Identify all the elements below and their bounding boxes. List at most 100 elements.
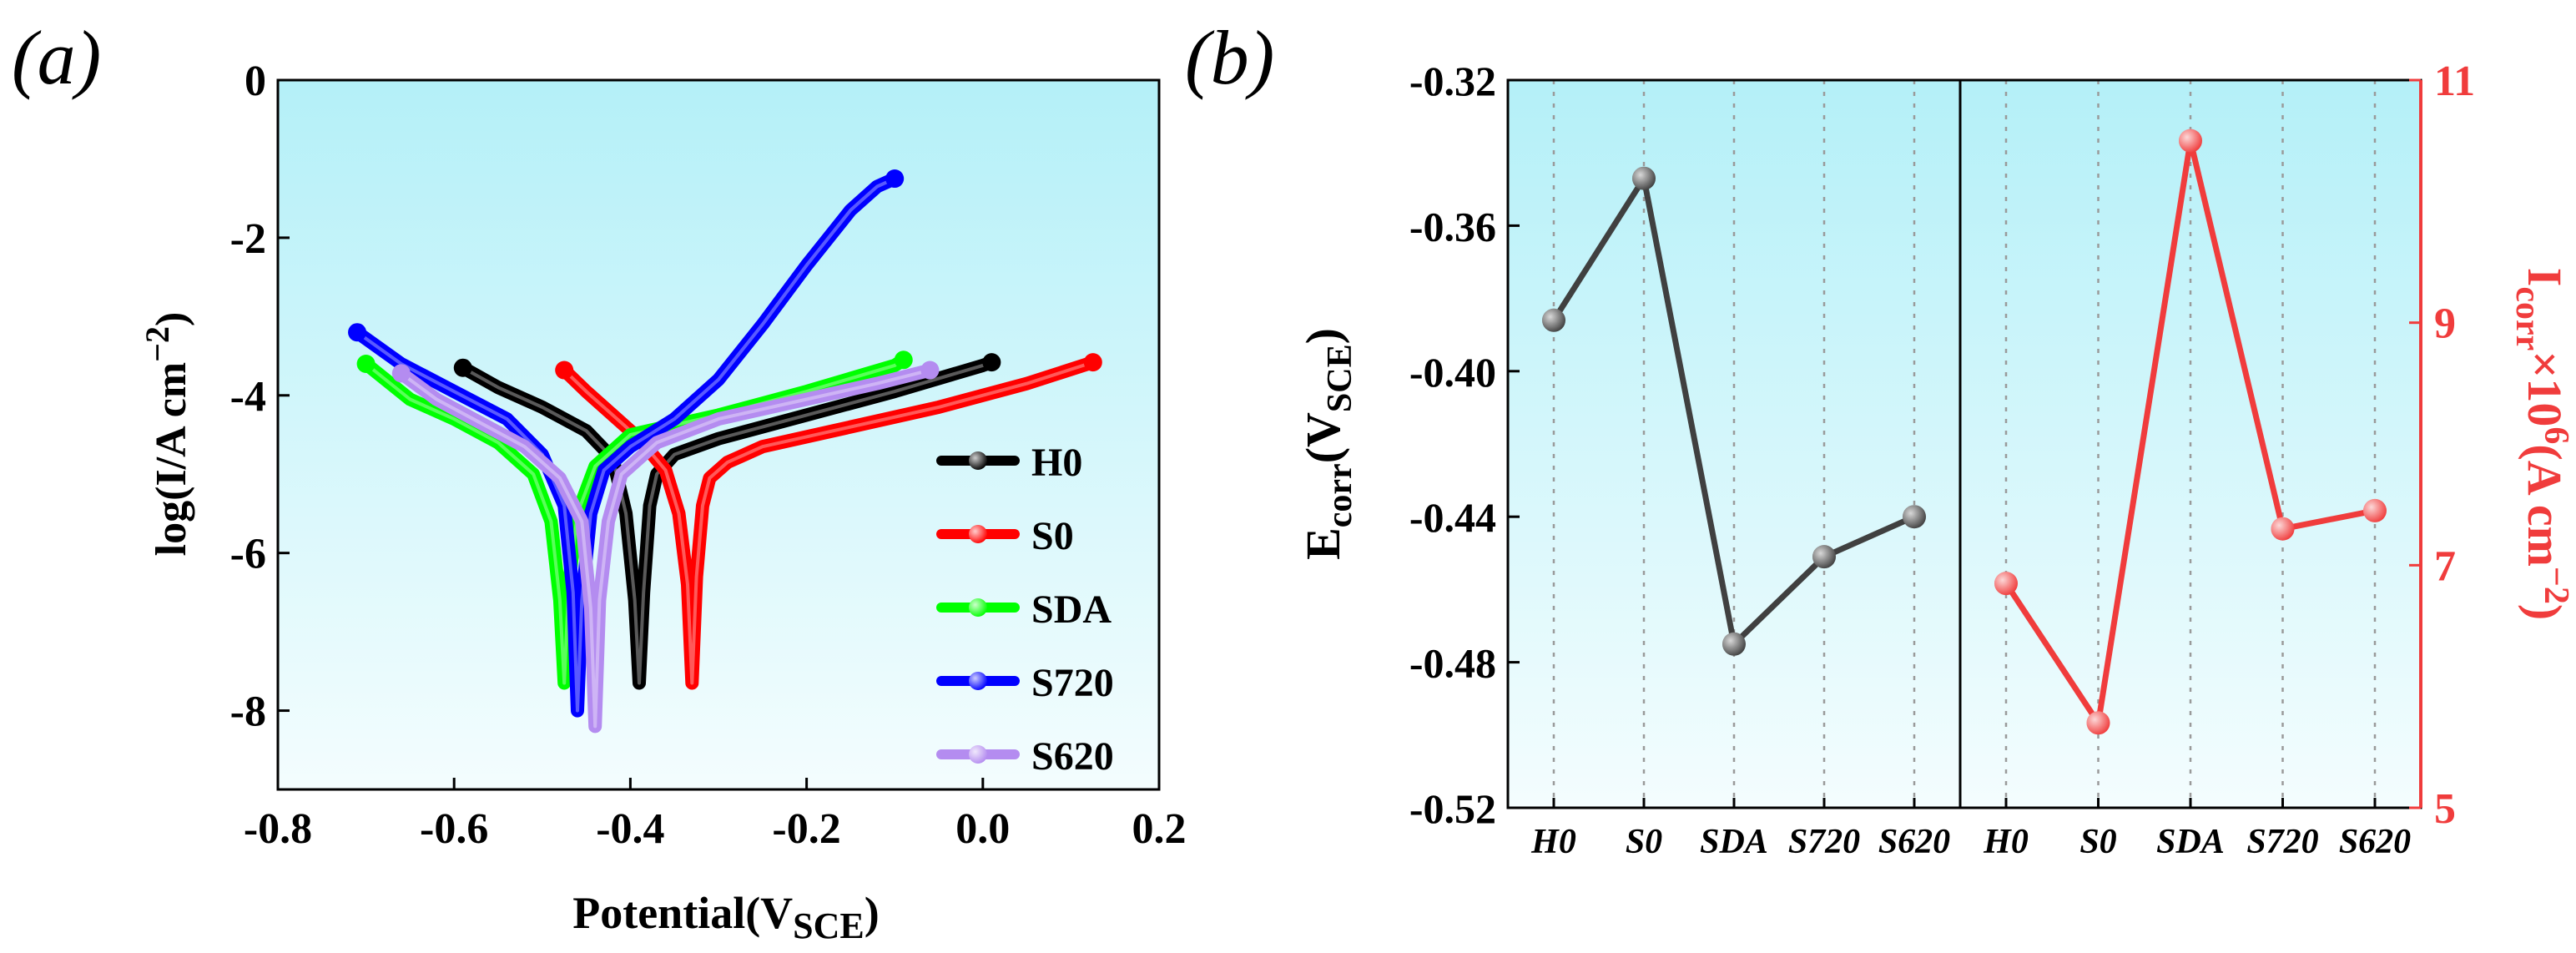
category-label-SDA: SDA: [1700, 823, 1768, 861]
panel-a-y-tick-label: -8: [230, 688, 266, 736]
series-highlight-H0: [461, 361, 993, 685]
panel-b-left-label-close: ): [1296, 328, 1350, 344]
panel-a-y-tick-label: -6: [230, 531, 266, 578]
point-shine-Ecorr-S620: [1903, 505, 1926, 529]
panel-b-left-label-sub1: corr: [1321, 463, 1359, 527]
panel-b-right-label-close: ): [2518, 604, 2572, 620]
point-shine-Icorr-H0: [1994, 572, 2018, 596]
panel-b-right-tick-label: 7: [2434, 542, 2456, 590]
panel-b-left-label-sub2: SCE: [1321, 344, 1359, 412]
series-S720: [348, 169, 905, 718]
panel-b-left-tick-label: -0.32: [1409, 58, 1496, 104]
series-highlight-S620: [400, 368, 930, 729]
panel-a-ylabel-close: ): [148, 312, 195, 326]
panel-b-right-tick-label: 11: [2434, 58, 2475, 105]
panel-a-ylabel-main: log(I/A cm: [148, 362, 195, 557]
point-shine-Ecorr-S0: [1632, 166, 1656, 190]
panel-a-x-tick-label: -0.8: [244, 805, 312, 853]
category-label-S720: S720: [1788, 823, 1860, 861]
panel-b-right-label-sup1: 6: [2537, 426, 2575, 444]
panel-b-right-label-sup2: −2: [2537, 567, 2575, 604]
series-highlight-S720: [355, 177, 896, 713]
series-S620: [391, 361, 940, 734]
series-Ecorr: [1542, 166, 1926, 656]
category-label-SDA: SDA: [2156, 823, 2225, 861]
panel-b-right-label-main: I: [2518, 268, 2572, 287]
panel-b-label: (b): [1185, 15, 1274, 100]
series-endpoint-S620: [391, 364, 411, 383]
panel-a: (a) -0.8 -0.6 -0.4 -0.2 0.0 0.2 0 -2 -4 -6 -8 H0 S…: [12, 15, 1187, 946]
panel-b-right-label-mid2: (A cm: [2518, 444, 2572, 567]
series-endpoint-S0: [1083, 353, 1102, 372]
series-endpoint-H0: [453, 358, 472, 377]
legend-label-S620: S620: [1031, 734, 1114, 779]
panel-b-grid: [1552, 80, 2377, 808]
point-shine-Icorr-SDA: [2179, 129, 2202, 153]
panel-a-label: (a): [12, 15, 101, 100]
legend-label-SDA: SDA: [1031, 587, 1112, 632]
series-line-S720: [350, 172, 902, 718]
panel-a-y-tick-label: -2: [230, 215, 266, 263]
series-endpoint-S620: [920, 361, 940, 380]
category-label-S620: S620: [2339, 823, 2411, 861]
point-shine-Ecorr-H0: [1542, 308, 1565, 332]
point-shine-Ecorr-S720: [1812, 545, 1836, 569]
panel-a-frame: [276, 78, 1161, 791]
series-line-H0: [456, 355, 999, 690]
panel-b-left-axis-title: Ecorr(VSCE): [1296, 328, 1359, 560]
legend-label-S0: S0: [1031, 514, 1074, 558]
panel-a-y-axis: 0 -2 -4 -6 -8: [230, 58, 290, 736]
panel-b-left-tick-label: -0.36: [1409, 203, 1496, 250]
panel-a-x-axis-title: Potential(VSCE): [572, 888, 880, 946]
legend-marker-shine-S720: [969, 672, 987, 690]
panel-b: (b) -0.32 -0.36 -0.40 -0.44 -0.48 -0.52 11 9 7 5…: [1185, 15, 2575, 861]
category-label-S0: S0: [2079, 823, 2116, 861]
legend-marker-shine-SDA: [969, 598, 987, 617]
panel-a-x-axis: -0.8 -0.6 -0.4 -0.2 0.0 0.2: [244, 778, 1187, 853]
category-label-S720: S720: [2246, 823, 2318, 861]
panel-a-y-tick-label: 0: [244, 58, 266, 105]
category-label-S0: S0: [1626, 823, 1662, 861]
panel-a-xlabel-close: ): [865, 888, 880, 938]
panel-b-series-group: [1542, 129, 2387, 735]
series-endpoint-SDA: [894, 350, 913, 370]
panel-b-right-tick-label: 5: [2434, 785, 2456, 833]
panel-a-y-axis-title: log(I/A cm−2): [139, 312, 195, 557]
legend-marker-shine-S0: [969, 525, 987, 543]
panel-b-left-tick-label: -0.52: [1409, 785, 1496, 832]
panel-a-x-tick-label: -0.6: [420, 805, 488, 853]
legend-label-H0: H0: [1031, 441, 1082, 485]
panel-a-x-tick-label: 0.0: [955, 805, 1010, 853]
series-endpoint-S0: [555, 361, 574, 380]
series-endpoint-S720: [348, 323, 367, 342]
panel-b-left-tick-label: -0.44: [1409, 494, 1496, 541]
panel-a-legend: H0 S0 SDA S720 S620: [936, 441, 1114, 779]
panel-b-right-label-mid: ×10: [2518, 350, 2572, 426]
legend-marker-shine-S620: [969, 745, 987, 764]
panel-b-right-axis-title: Icorr×106(A cm−2): [2508, 268, 2575, 620]
category-label-S620: S620: [1878, 823, 1950, 861]
panel-b-left-tick-label: -0.48: [1409, 640, 1496, 687]
panel-b-left-axis: -0.32 -0.36 -0.40 -0.44 -0.48 -0.52: [1409, 58, 1520, 832]
panel-a-x-tick-label: 0.2: [1132, 805, 1187, 853]
panel-b-left-tick-label: -0.40: [1409, 349, 1496, 396]
series-line-S620: [394, 363, 937, 734]
series-endpoint-H0: [982, 353, 1001, 372]
point-shine-Icorr-S0: [2086, 711, 2110, 735]
point-shine-Ecorr-SDA: [1722, 632, 1746, 656]
panel-a-ylabel-sup: −2: [139, 326, 176, 362]
point-shine-Icorr-S720: [2271, 517, 2295, 541]
panel-b-left-label-main: E: [1296, 527, 1350, 560]
panel-a-x-tick-label: -0.4: [596, 805, 664, 853]
series-H0: [453, 353, 1001, 690]
panel-a-xlabel-main: Potential(V: [572, 888, 793, 938]
category-label-H0: H0: [1983, 823, 2029, 861]
panel-a-y-tick-label: -4: [230, 373, 266, 421]
panel-b-plot-background: [1508, 80, 2421, 808]
panel-b-category-axis: H0 S0 SDA S720 S620 H0 S0 SDA S720 S620: [1530, 798, 2411, 861]
panel-a-x-tick-label: -0.2: [772, 805, 840, 853]
series-endpoint-S720: [885, 169, 905, 189]
point-shine-Icorr-S620: [2363, 498, 2387, 522]
panel-a-xlabel-sub: SCE: [793, 905, 865, 946]
